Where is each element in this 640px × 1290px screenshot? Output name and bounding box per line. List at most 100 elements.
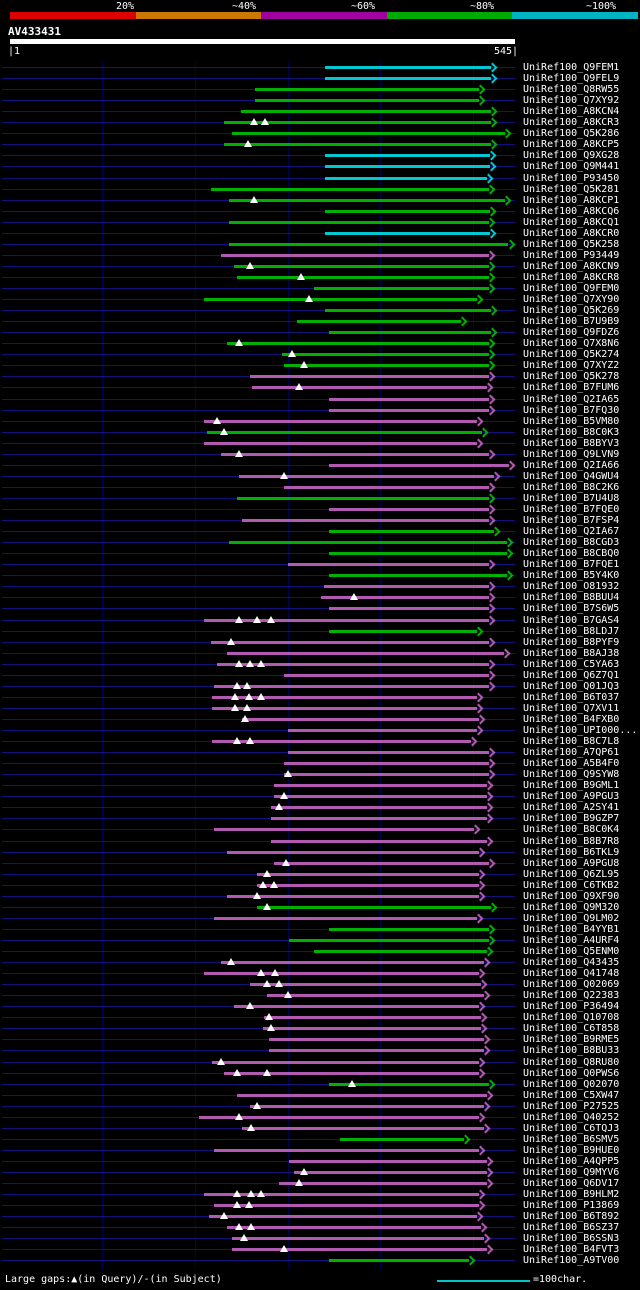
hsp-bar[interactable] <box>224 143 491 147</box>
hsp-bar[interactable] <box>273 795 488 799</box>
hit-label[interactable]: UniRef100_A2SY41 <box>523 802 620 814</box>
hit-label[interactable]: UniRef100_B8BUU4 <box>523 592 620 604</box>
hit-label[interactable]: UniRef100_Q7XV11 <box>523 702 620 714</box>
hit-label[interactable]: UniRef100_B8C2K6 <box>523 481 620 493</box>
hit-label[interactable]: UniRef100_B7FQ30 <box>523 404 620 416</box>
hit-label[interactable]: UniRef100_Q02070 <box>523 1078 620 1090</box>
hsp-bar[interactable] <box>256 872 479 876</box>
hsp-bar[interactable] <box>249 983 481 987</box>
hsp-bar[interactable] <box>329 1259 469 1263</box>
hsp-bar[interactable] <box>283 673 489 677</box>
hit-label[interactable]: UniRef100_Q5K274 <box>523 349 620 361</box>
hit-label[interactable]: UniRef100_B8PYF9 <box>523 636 620 648</box>
hit-label[interactable]: UniRef100_A8KCQ6 <box>523 205 620 217</box>
hit-label[interactable]: UniRef100_B5Y4K0 <box>523 570 620 582</box>
hsp-bar[interactable] <box>268 1049 485 1053</box>
hit-label[interactable]: UniRef100_Q2IA66 <box>523 459 620 471</box>
hsp-bar[interactable] <box>239 474 494 478</box>
hit-label[interactable]: UniRef100_A7QP61 <box>523 747 620 759</box>
hit-label[interactable]: UniRef100_B8AJ38 <box>523 647 620 659</box>
hit-label[interactable]: UniRef100_O81932 <box>523 581 620 593</box>
hsp-bar[interactable] <box>323 585 489 589</box>
hsp-bar[interactable] <box>227 1226 481 1230</box>
hsp-bar[interactable] <box>214 828 475 832</box>
hsp-bar[interactable] <box>324 176 488 180</box>
hit-label[interactable]: UniRef100_B8C7L8 <box>523 736 620 748</box>
hsp-bar[interactable] <box>324 231 490 235</box>
hit-label[interactable]: UniRef100_C6TKB2 <box>523 879 620 891</box>
hsp-bar[interactable] <box>208 1215 477 1219</box>
hsp-bar[interactable] <box>233 1005 479 1009</box>
hsp-bar[interactable] <box>212 1060 479 1064</box>
hit-label[interactable]: UniRef100_B5VM80 <box>523 415 620 427</box>
hsp-bar[interactable] <box>224 121 491 125</box>
hit-label[interactable]: UniRef100_B6T037 <box>523 691 620 703</box>
hit-label[interactable]: UniRef100_A8KCR8 <box>523 271 620 283</box>
hsp-bar[interactable] <box>256 883 479 887</box>
hsp-bar[interactable] <box>252 386 488 390</box>
hit-label[interactable]: UniRef100_A8KCP1 <box>523 194 620 206</box>
hit-label[interactable]: UniRef100_B9RME5 <box>523 1034 620 1046</box>
hit-label[interactable]: UniRef100_Q9SYW8 <box>523 769 620 781</box>
hit-label[interactable]: UniRef100_Q9FEM0 <box>523 283 620 294</box>
hit-label[interactable]: UniRef100_Q7XYZ2 <box>523 360 620 372</box>
hit-label[interactable]: UniRef100_Q9M320 <box>523 901 620 913</box>
hit-label[interactable]: UniRef100_B4YYB1 <box>523 923 620 935</box>
hit-label[interactable]: UniRef100_Q9FDZ6 <box>523 327 620 339</box>
hsp-bar[interactable] <box>329 607 489 611</box>
hit-label[interactable]: UniRef100_A8KCN9 <box>523 260 620 272</box>
hit-label[interactable]: UniRef100_Q5K258 <box>523 238 620 250</box>
hit-label[interactable]: UniRef100_B8BU33 <box>523 1045 620 1057</box>
hsp-bar[interactable] <box>249 375 489 379</box>
hsp-bar[interactable] <box>289 938 489 942</box>
hit-label[interactable]: UniRef100_Q2IA67 <box>523 526 620 538</box>
hsp-bar[interactable] <box>227 651 504 655</box>
hsp-bar[interactable] <box>237 1093 488 1097</box>
hit-label[interactable]: UniRef100_B6SMV5 <box>523 1133 620 1145</box>
hsp-bar[interactable] <box>214 1204 479 1208</box>
hsp-bar[interactable] <box>212 740 472 744</box>
hsp-bar[interactable] <box>329 408 489 412</box>
hsp-bar[interactable] <box>296 320 462 324</box>
hit-label[interactable]: UniRef100_B9GZP7 <box>523 813 620 825</box>
hit-label[interactable]: UniRef100_Q9M441 <box>523 161 620 173</box>
hit-label[interactable]: UniRef100_P13869 <box>523 1200 620 1212</box>
hsp-bar[interactable] <box>329 508 489 511</box>
hsp-bar[interactable] <box>204 972 479 976</box>
hsp-bar[interactable] <box>214 1148 479 1152</box>
hit-label[interactable]: UniRef100_B7GAS4 <box>523 614 620 626</box>
hsp-bar[interactable] <box>339 1137 464 1141</box>
hit-label[interactable]: UniRef100_A8KCR3 <box>523 117 620 129</box>
hsp-bar[interactable] <box>267 994 485 998</box>
hsp-bar[interactable] <box>283 364 489 368</box>
hsp-bar[interactable] <box>204 298 477 302</box>
hit-label[interactable]: UniRef100_B6SSN3 <box>523 1233 620 1245</box>
hit-label[interactable]: UniRef100_Q43435 <box>523 957 620 969</box>
hit-label[interactable]: UniRef100_B8CBQ0 <box>523 548 620 560</box>
hit-label[interactable]: UniRef100_Q6ZL95 <box>523 868 620 880</box>
hit-label[interactable]: UniRef100_Q4GWU4 <box>523 470 620 482</box>
hit-label[interactable]: UniRef100_Q22383 <box>523 990 620 1002</box>
hsp-bar[interactable] <box>270 839 488 843</box>
hit-label[interactable]: UniRef100_B7S6W5 <box>523 603 620 615</box>
hsp-bar[interactable] <box>212 706 477 710</box>
hsp-bar[interactable] <box>329 552 507 556</box>
hit-label[interactable]: UniRef100_Q5K269 <box>523 305 620 317</box>
hit-label[interactable]: UniRef100_Q41748 <box>523 968 620 980</box>
hsp-bar[interactable] <box>206 430 482 434</box>
hit-label[interactable]: UniRef100_B8B7R8 <box>523 835 620 847</box>
hsp-bar[interactable] <box>227 342 489 346</box>
hit-label[interactable]: UniRef100_UPI000... <box>523 725 638 736</box>
hsp-bar[interactable] <box>329 331 491 335</box>
hit-label[interactable]: UniRef100_Q0PWS6 <box>523 1067 620 1079</box>
hsp-bar[interactable] <box>324 77 491 81</box>
hsp-bar[interactable] <box>324 154 490 158</box>
hsp-bar[interactable] <box>229 220 489 224</box>
hsp-bar[interactable] <box>211 640 489 644</box>
hit-label[interactable]: UniRef100_Q7XY90 <box>523 294 620 306</box>
hsp-bar[interactable] <box>289 1159 488 1163</box>
hit-label[interactable]: UniRef100_Q02069 <box>523 979 620 991</box>
hsp-bar[interactable] <box>231 1237 485 1241</box>
hsp-bar[interactable] <box>242 1126 485 1130</box>
hsp-bar[interactable] <box>287 563 489 567</box>
